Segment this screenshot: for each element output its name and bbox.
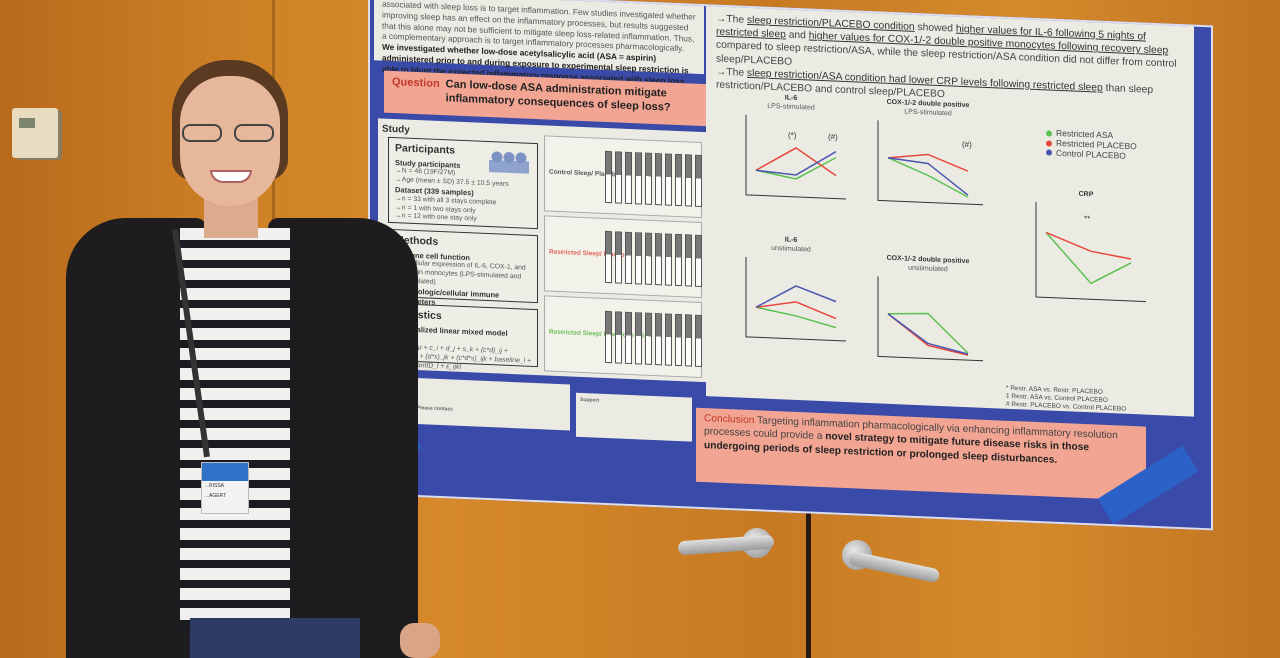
badge-name: …AGERT bbox=[204, 493, 227, 499]
chart-cox-unstim: COX-1/-2 double positive unstimulated bbox=[858, 253, 998, 389]
double-door-gap bbox=[806, 460, 811, 658]
schedule-bars bbox=[605, 150, 702, 207]
chart-il6-lps: IL-6 LPS-stimulated (*) (#) bbox=[726, 91, 856, 226]
schedule-restricted-asa: Restricted Sleep/ Low-dose ASA bbox=[544, 295, 702, 378]
jacket bbox=[268, 218, 418, 658]
line-chart: ** bbox=[1035, 202, 1146, 303]
people-icon bbox=[489, 150, 529, 174]
schedule-bars bbox=[605, 310, 702, 367]
line-chart bbox=[877, 276, 983, 362]
chart-cox-lps: COX-1/-2 double positive LPS-stimulated … bbox=[858, 97, 998, 233]
scientific-poster: associated with sleep loss is to target … bbox=[368, 0, 1213, 531]
conclusion-box: Conclusion Targeting inflammation pharma… bbox=[696, 407, 1146, 501]
support-label: Support bbox=[580, 396, 600, 404]
results-section: →The sleep restriction/PLACEBO condition… bbox=[706, 6, 1194, 417]
chart-crp: CRP ** bbox=[1016, 187, 1156, 323]
svg-text:**: ** bbox=[1084, 214, 1090, 223]
chart-legend: Restricted ASA Restricted PLACEBO Contro… bbox=[1046, 128, 1137, 161]
line-chart: (*) (#) bbox=[745, 115, 846, 200]
svg-text:(#): (#) bbox=[962, 140, 972, 149]
significance-legend: * Restr. ASA vs. Restr. PLACEBO ‡ Restr.… bbox=[1006, 384, 1127, 413]
hand bbox=[400, 623, 440, 658]
schedule-restricted-placebo: Restricted Sleep/ Placebo bbox=[544, 215, 702, 298]
line-chart: (#) bbox=[877, 120, 983, 206]
support-box: Support bbox=[576, 392, 692, 442]
line-chart bbox=[745, 257, 846, 342]
person: …RISSA …AGERT bbox=[60, 58, 440, 658]
smile bbox=[210, 170, 252, 183]
question-text: Can low-dose ASA administration mitigate… bbox=[445, 78, 671, 114]
jeans bbox=[190, 618, 360, 658]
svg-text:(*): (*) bbox=[788, 131, 797, 140]
glasses-icon bbox=[182, 124, 278, 146]
striped-shirt bbox=[180, 228, 290, 628]
name-badge: …RISSA …AGERT bbox=[201, 462, 249, 514]
svg-text:(#): (#) bbox=[828, 132, 838, 141]
schedule-control: Control Sleep/ Placebo bbox=[544, 135, 702, 218]
schedule-bars bbox=[605, 230, 702, 287]
thermostat-icon bbox=[12, 108, 58, 158]
chart-il6-unstim: IL-6 unstimulated bbox=[726, 233, 856, 368]
conclusion-label: Conclusion bbox=[704, 413, 755, 427]
badge-name: …RISSA bbox=[204, 483, 225, 489]
